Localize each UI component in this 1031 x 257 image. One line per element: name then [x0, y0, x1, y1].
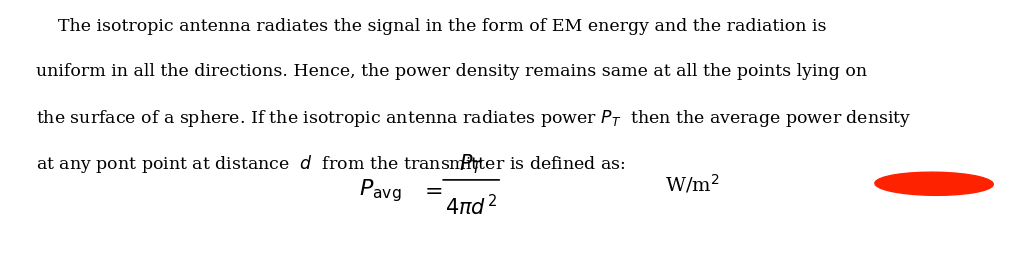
Text: $P_{\mathrm{avg}}$: $P_{\mathrm{avg}}$	[360, 177, 402, 204]
Text: $4\pi d\,^2$: $4\pi d\,^2$	[445, 194, 497, 219]
Text: W/m$^2$: W/m$^2$	[665, 172, 720, 195]
Text: uniform in all the directions. Hence, the power density remains same at all the : uniform in all the directions. Hence, th…	[36, 63, 867, 80]
Text: at any pont point at distance  $d$  from the transmitter is defined as:: at any pont point at distance $d$ from t…	[36, 153, 626, 175]
Text: the surface of a sphere. If the isotropic antenna radiates power $P_T$  then the: the surface of a sphere. If the isotropi…	[36, 108, 911, 129]
Text: The isotropic antenna radiates the signal in the form of EM energy and the radia: The isotropic antenna radiates the signa…	[36, 18, 827, 35]
Text: $=$: $=$	[420, 179, 442, 201]
Text: $P_T$: $P_T$	[459, 153, 484, 176]
Ellipse shape	[875, 172, 993, 195]
